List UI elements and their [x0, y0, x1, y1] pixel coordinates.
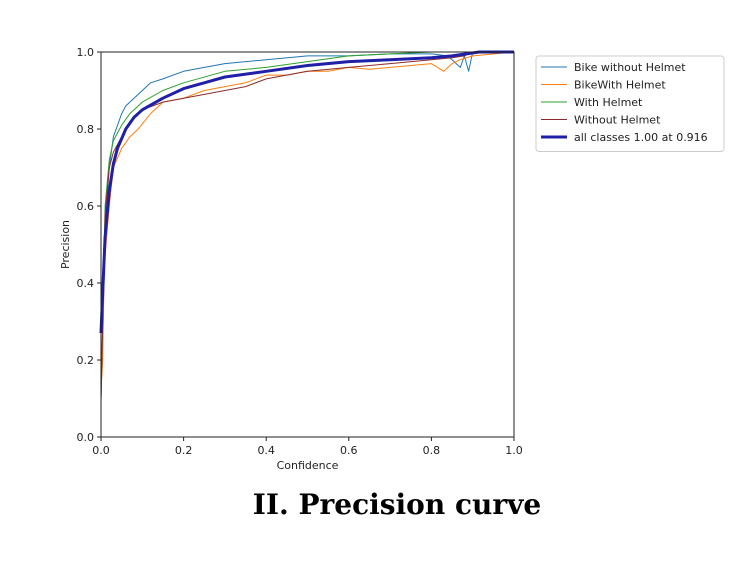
plot-area	[99, 50, 515, 403]
legend-entry: all classes 1.00 at 0.916	[574, 131, 708, 144]
series-line-4	[99, 50, 514, 334]
legend-entry: With Helmet	[574, 96, 643, 109]
legend-entry: Without Helmet	[574, 114, 661, 127]
legend-entry: BikeWith Helmet	[574, 79, 666, 92]
x-axis-label: Confidence	[277, 459, 339, 472]
series-line-2	[100, 51, 514, 399]
axes: 0.0 0.2 0.4 0.6 0.8 1.0 0.0 0.2 0.4 0.6 0.8 1.0 Conf…	[59, 46, 523, 472]
x-tick-label: 0.2	[175, 444, 193, 457]
x-tick-label: 0.8	[423, 444, 441, 457]
x-tick-label: 0.0	[92, 444, 110, 457]
figure-caption: II. Precision curve	[252, 488, 542, 521]
legend-entry: Bike without Helmet	[574, 61, 686, 74]
series-line-1	[100, 51, 515, 391]
y-tick-label: 1.0	[77, 46, 95, 59]
y-tick-label: 0.4	[77, 277, 95, 290]
y-tick-label: 0.2	[77, 354, 95, 367]
y-tick-label: 0.6	[77, 200, 95, 213]
x-tick-label: 0.4	[257, 444, 275, 457]
y-tick-label: 0.8	[77, 123, 95, 136]
x-tick-label: 1.0	[505, 444, 523, 457]
precision-curve-chart: 0.0 0.2 0.4 0.6 0.8 1.0 0.0 0.2 0.4 0.6 0.8 1.0 Conf…	[59, 46, 725, 472]
x-tick-label: 0.6	[340, 444, 358, 457]
series-line-0	[100, 51, 514, 399]
plot-frame	[100, 51, 515, 438]
y-tick-label: 0.0	[77, 431, 95, 444]
series-line-3	[100, 51, 514, 403]
legend-box	[535, 55, 725, 152]
y-axis-label: Precision	[59, 220, 72, 269]
legend: Bike without Helmet BikeWith Helmet With H…	[535, 55, 725, 152]
